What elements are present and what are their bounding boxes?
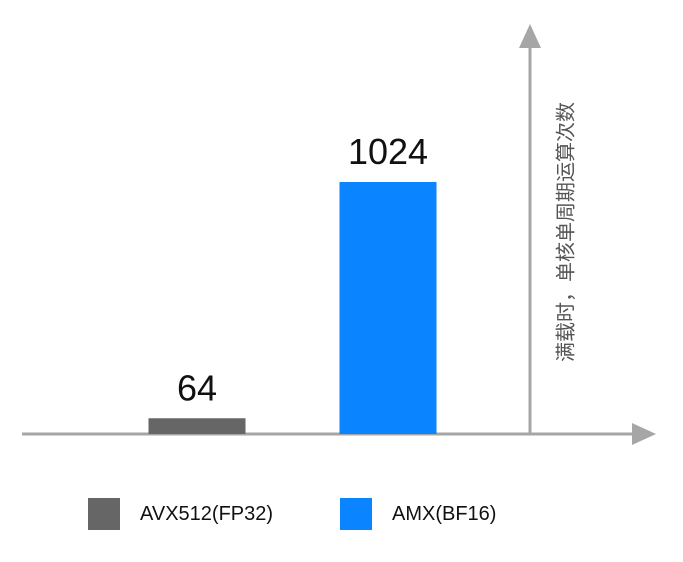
data-labels: 64 1024	[177, 131, 428, 408]
bars	[148, 182, 437, 434]
y-axis-arrow-icon	[519, 24, 541, 48]
data-label-amx: 1024	[348, 131, 428, 172]
y-axis-label: 满载时，单核单周期运算次数	[554, 102, 578, 362]
x-axis-arrow-icon	[632, 423, 656, 445]
data-label-avx512: 64	[177, 367, 217, 408]
axes	[22, 24, 656, 445]
bar-avx512	[148, 418, 246, 434]
bar-amx	[339, 182, 437, 434]
